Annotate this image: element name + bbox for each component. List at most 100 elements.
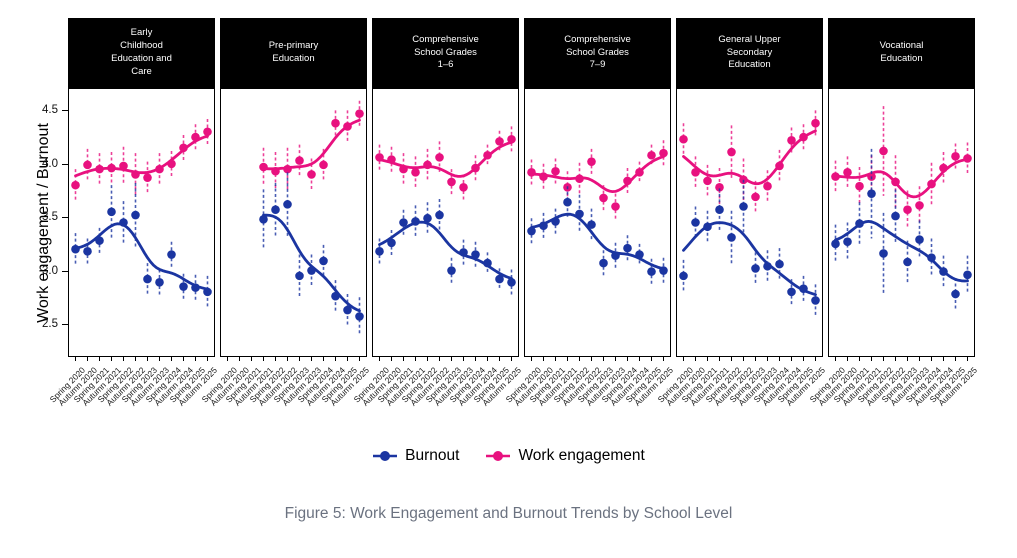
- burnout-point: [635, 250, 644, 259]
- engagement-point: [623, 176, 632, 186]
- engagement-legend-marker-icon: [486, 451, 511, 461]
- x-axis-labels: Spring 2020 Autumn 2020 Spring 2021 Autumn …: [199, 362, 370, 440]
- facet-panel: Pre-primary Education Spring 2020 Autumn 20…: [199, 18, 371, 440]
- engagement-point: [691, 168, 700, 177]
- legend-label: Work engagement: [518, 447, 645, 464]
- engagement-point: [155, 164, 164, 174]
- burnout-point: [679, 271, 688, 281]
- burnout-point: [71, 244, 80, 254]
- x-axis-labels: Spring 2020 Autumn 2020 Spring 2021 Autumn …: [807, 362, 978, 440]
- engagement-point: [915, 201, 924, 210]
- engagement-point: [191, 132, 200, 142]
- engagement-point: [527, 168, 536, 177]
- engagement-point: [659, 148, 668, 158]
- burnout-point: [447, 266, 456, 275]
- y-tick-mark: [62, 270, 68, 272]
- engagement-point: [83, 160, 92, 170]
- engagement-point: [375, 153, 384, 162]
- engagement-point: [179, 143, 188, 153]
- engagement-point: [763, 181, 772, 191]
- engagement-point: [903, 205, 912, 214]
- facet-panel: Vocational Education Spring 2020 Autumn 202…: [807, 18, 979, 440]
- burnout-series: [527, 186, 668, 285]
- facet-plot: [68, 88, 215, 361]
- engagement-point: [635, 168, 644, 177]
- burnout-point: [891, 211, 900, 221]
- burnout-point: [203, 287, 212, 297]
- engagement-point: [575, 174, 584, 184]
- burnout-point: [799, 284, 808, 293]
- burnout-point: [903, 257, 912, 267]
- burnout-point: [179, 282, 188, 291]
- engagement-point: [751, 192, 760, 202]
- facet-strip-title: Vocational Education: [828, 18, 975, 88]
- engagement-point: [411, 168, 420, 177]
- facet-panels: Early Childhood Education and Care Spring 20…: [47, 18, 979, 440]
- facet-strip-title: Comprehensive School Grades 1–6: [372, 18, 519, 88]
- engagement-point: [951, 152, 960, 161]
- facet-plot: [524, 88, 671, 361]
- facet-strip-title: Early Childhood Education and Care: [68, 18, 215, 88]
- x-axis-labels: Spring 2020 Autumn 2020 Spring 2021 Autumn …: [655, 362, 826, 440]
- facet-title-line: Comprehensive: [564, 33, 631, 45]
- engagement-point: [963, 154, 972, 163]
- engagement-series: [375, 126, 516, 201]
- engagement-point: [271, 166, 280, 176]
- engagement-point: [107, 163, 116, 173]
- burnout-point: [575, 209, 584, 219]
- engagement-point: [307, 170, 316, 179]
- legend-item-engagement: Work engagement: [485, 447, 645, 465]
- facet-title-line: Comprehensive: [412, 33, 479, 45]
- burnout-point: [551, 217, 560, 226]
- burnout-smooth-line: [378, 220, 513, 280]
- burnout-point: [155, 277, 164, 287]
- engagement-smooth-line: [262, 118, 361, 171]
- burnout-point: [95, 236, 104, 245]
- engagement-point: [715, 182, 724, 192]
- burnout-point: [927, 253, 936, 263]
- burnout-point: [539, 221, 548, 231]
- facet-title-line: Education: [880, 53, 923, 64]
- engagement-point: [679, 134, 688, 144]
- facet-plot: [372, 88, 519, 361]
- burnout-point: [855, 219, 864, 228]
- x-axis-labels: Spring 2020 Autumn 2020 Spring 2021 Autumn …: [47, 362, 218, 440]
- facet-plot: [220, 88, 367, 361]
- burnout-point: [787, 287, 796, 297]
- figure-caption: Figure 5: Work Engagement and Burnout Tr…: [284, 505, 733, 522]
- facet-title-line: Vocational: [879, 40, 924, 52]
- engagement-point: [879, 146, 888, 156]
- facet-title-line: General Upper: [718, 33, 781, 45]
- engagement-point: [799, 132, 808, 142]
- burnout-point: [831, 239, 840, 249]
- engagement-point: [927, 179, 936, 189]
- engagement-series: [679, 110, 820, 213]
- burnout-point: [751, 264, 760, 273]
- engagement-series: [527, 140, 668, 220]
- y-tick-mark: [62, 110, 68, 112]
- burnout-point: [343, 305, 352, 315]
- burnout-point: [611, 251, 620, 260]
- engagement-point: [483, 150, 492, 160]
- engagement-point: [727, 147, 736, 157]
- y-tick-label: 3.5: [42, 211, 58, 224]
- engagement-series: [259, 100, 364, 191]
- facet-title-line: Education: [272, 53, 315, 64]
- facet-title-line: School Grades: [566, 46, 629, 58]
- engagement-point: [939, 163, 948, 173]
- engagement-point: [471, 163, 480, 173]
- engagement-series: [71, 118, 212, 202]
- burnout-point: [435, 210, 444, 220]
- engagement-point: [775, 161, 784, 171]
- engagement-point: [331, 118, 340, 128]
- burnout-point: [951, 289, 960, 299]
- facet-title-line: Secondary: [726, 46, 773, 58]
- burnout-point: [599, 258, 608, 268]
- engagement-point: [551, 166, 560, 176]
- facet-plot: [676, 88, 823, 361]
- engagement-point: [295, 156, 304, 165]
- burnout-point: [867, 189, 876, 198]
- engagement-point: [387, 155, 396, 164]
- burnout-point: [459, 248, 468, 257]
